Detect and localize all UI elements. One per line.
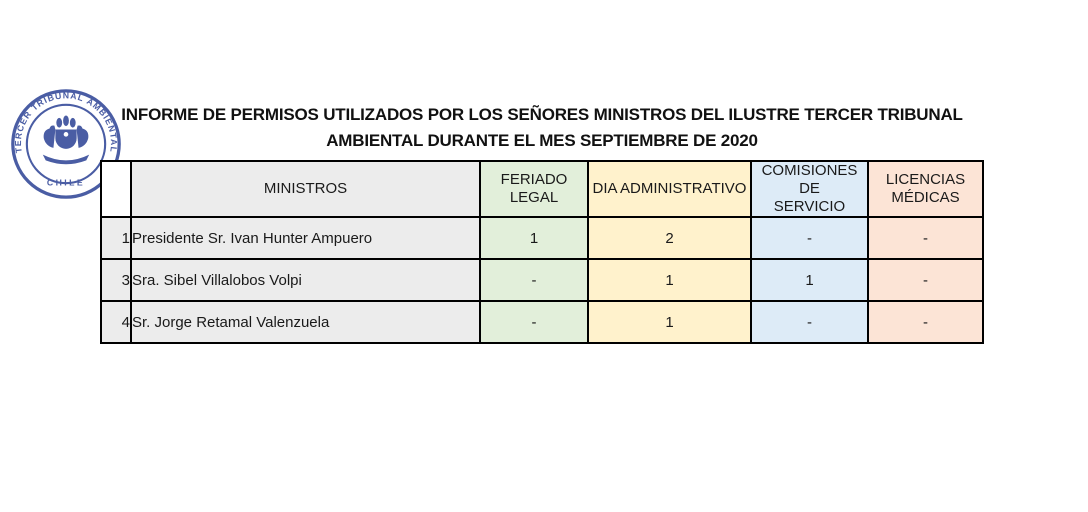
col-header-feriado-legal: FERIADO LEGAL [479,160,589,218]
row-number-cell: 1 [100,216,132,260]
comisiones-servicio-cell: - [750,300,869,344]
header-row: MINISTROS FERIADO LEGAL DIA ADMINISTRATI… [100,160,984,218]
dia-administrativo-cell: 1 [587,300,752,344]
feriado-legal-cell: - [479,300,589,344]
report-title-line2: AMBIENTAL DURANTE EL MES SEPTIEMBRE DE 2… [326,131,758,150]
ministro-name-cell: Sr. Jorge Retamal Valenzuela [130,300,481,344]
row-number-cell: 4 [100,300,132,344]
col-header-licencias-medicas: LICENCIAS MÉDICAS [867,160,984,218]
tribunal-seal-icon: TERCER TRIBUNAL AMBIENTAL CHILE [11,89,121,199]
table-row: 3 Sra. Sibel Villalobos Volpi - 1 1 - [100,258,984,302]
comisiones-servicio-cell: - [750,216,869,260]
dia-administrativo-cell: 1 [587,258,752,302]
feriado-legal-cell: 1 [479,216,589,260]
dia-administrativo-cell: 2 [587,216,752,260]
coat-of-arms-icon [42,115,90,165]
ministro-name-cell: Sra. Sibel Villalobos Volpi [130,258,481,302]
licencias-medicas-cell: - [867,300,984,344]
corner-spacer-cell [100,160,132,218]
ministro-name-cell: Presidente Sr. Ivan Hunter Ampuero [130,216,481,260]
comisiones-servicio-cell: 1 [750,258,869,302]
licencias-medicas-cell: - [867,216,984,260]
table-row: 1 Presidente Sr. Ivan Hunter Ampuero 1 2… [100,216,984,260]
report-title-line1: INFORME DE PERMISOS UTILIZADOS POR LOS S… [121,105,963,124]
licencias-medicas-cell: - [867,258,984,302]
seal-country-text: CHILE [47,178,85,188]
report-title: INFORME DE PERMISOS UTILIZADOS POR LOS S… [100,102,984,154]
feriado-legal-cell: - [479,258,589,302]
col-header-dia-administrativo: DIA ADMINISTRATIVO [587,160,752,218]
table-row: 4 Sr. Jorge Retamal Valenzuela - 1 - - [100,300,984,344]
permits-table: MINISTROS FERIADO LEGAL DIA ADMINISTRATI… [100,160,984,344]
tribunal-seal: TERCER TRIBUNAL AMBIENTAL CHILE [8,86,124,202]
row-number-cell: 3 [100,258,132,302]
col-header-ministros: MINISTROS [130,160,481,218]
col-header-comisiones-servicio: COMISIONES DE SERVICIO [750,160,869,218]
